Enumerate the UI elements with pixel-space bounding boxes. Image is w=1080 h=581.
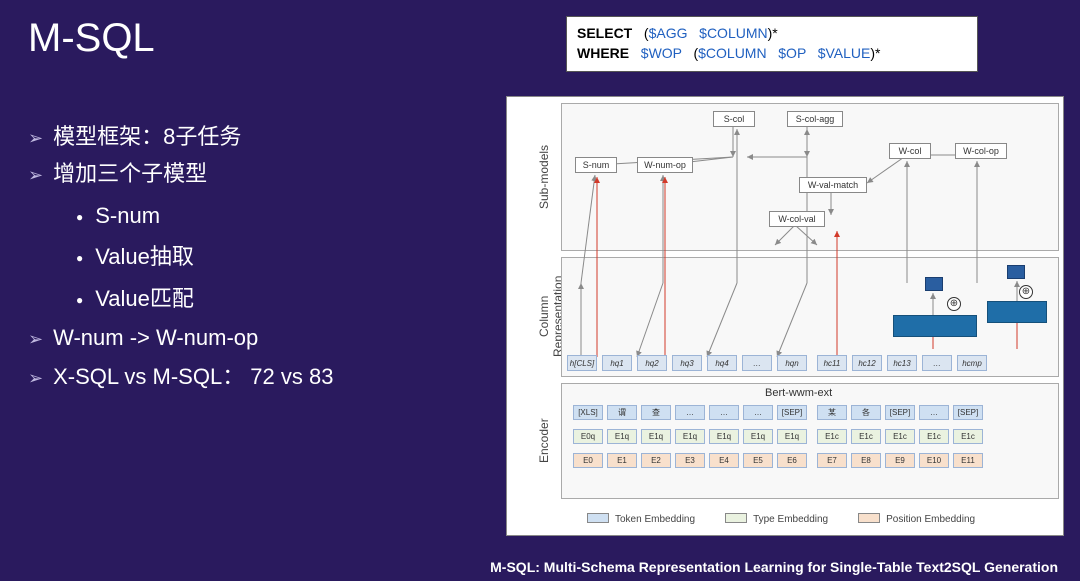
bullet-item: X-SQL vs M-SQL： 72 vs 83 (28, 358, 468, 395)
h-cell: hq1 (602, 355, 632, 371)
oplus-icon: ⊕ (1019, 285, 1033, 299)
encoder-token: E1q (607, 429, 637, 444)
submodel-node-wcol: W-col (889, 143, 931, 159)
h-cell: hq4 (707, 355, 737, 371)
encoder-token: E1q (641, 429, 671, 444)
h-cell: hqn (777, 355, 807, 371)
h-cell: … (742, 355, 772, 371)
encoder-token: [SEP] (885, 405, 915, 420)
encoder-token: E8 (851, 453, 881, 468)
grammar-row: SELECT ($AGG $COLUMN)* (577, 23, 967, 43)
encoder-token: E1c (851, 429, 881, 444)
encoder-token: E9 (885, 453, 915, 468)
encoder-token: [XLS] (573, 405, 603, 420)
r-box (925, 277, 943, 291)
column-vector-block (987, 301, 1047, 323)
encoder-token: E1c (885, 429, 915, 444)
encoder-token: 查 (641, 405, 671, 420)
h-cell: … (922, 355, 952, 371)
encoder-token: … (709, 405, 739, 420)
submodel-node-wnumop: W-num-op (637, 157, 693, 173)
bullet-item: W-num -> W-num-op (28, 319, 468, 356)
submodel-node-snum: S-num (575, 157, 617, 173)
h-cell: hc11 (817, 355, 847, 371)
encoder-token: E1c (919, 429, 949, 444)
encoder-token: E1q (675, 429, 705, 444)
h-cell: hc12 (852, 355, 882, 371)
bullet-item: Value抽取 (28, 238, 468, 275)
encoder-token: … (743, 405, 773, 420)
bert-label: Bert-wwm-ext (765, 387, 832, 399)
r-box (1007, 265, 1025, 279)
legend-item: Token Embedding (587, 513, 695, 525)
encoder-token: E1q (743, 429, 773, 444)
section-label-encoder: Encoder (537, 413, 551, 469)
h-cell: h[CLS] (567, 355, 597, 371)
submodel-node-wcolop: W-col-op (955, 143, 1007, 159)
encoder-token: [SEP] (777, 405, 807, 420)
legend-swatch (725, 513, 747, 523)
legend: Token Embedding Type Embedding Position Em… (587, 509, 1047, 529)
bullet-item: 增加三个子模型 (28, 155, 468, 192)
submodel-node-scol: S-col (713, 111, 755, 127)
legend-item: Position Embedding (858, 513, 975, 525)
encoder-token: E2 (641, 453, 671, 468)
submodel-node-wvalmatch: W-val-match (799, 177, 867, 193)
encoder-token: E3 (675, 453, 705, 468)
bullet-item: S-num (28, 197, 468, 234)
submodel-node-scolagg: S-col-agg (787, 111, 843, 127)
bullet-item: 模型框架：8子任务 (28, 118, 468, 155)
legend-item: Type Embedding (725, 513, 828, 525)
encoder-token: [SEP] (953, 405, 983, 420)
encoder-token: E1c (953, 429, 983, 444)
oplus-icon: ⊕ (947, 297, 961, 311)
bullet-list: 模型框架：8子任务增加三个子模型 S-num Value抽取 Value匹配W-num… (28, 118, 468, 396)
sql-grammar-box: SELECT ($AGG $COLUMN)*WHERE $WOP ($COLUM… (566, 16, 978, 72)
encoder-token: E4 (709, 453, 739, 468)
legend-swatch (858, 513, 880, 523)
figure-caption: M-SQL: Multi-Schema Representation Learn… (470, 559, 1070, 575)
h-cell: hcmp (957, 355, 987, 371)
encoder-token: E0q (573, 429, 603, 444)
encoder-token: 各 (851, 405, 881, 420)
encoder-token: 谓 (607, 405, 637, 420)
encoder-token: … (919, 405, 949, 420)
encoder-token: 某 (817, 405, 847, 420)
encoder-token: E5 (743, 453, 773, 468)
encoder-token: E1q (709, 429, 739, 444)
h-cell: hq2 (637, 355, 667, 371)
encoder-token: E0 (573, 453, 603, 468)
encoder-token: … (675, 405, 705, 420)
h-cell: hq3 (672, 355, 702, 371)
column-vector-block (893, 315, 977, 337)
bullet-item: Value匹配 (28, 280, 468, 317)
encoder-token: E1 (607, 453, 637, 468)
encoder-token: E11 (953, 453, 983, 468)
architecture-diagram: Sub-models Column Representation Encoder… (506, 96, 1064, 536)
encoder-token: E6 (777, 453, 807, 468)
encoder-token: E7 (817, 453, 847, 468)
section-label-submodels: Sub-models (537, 137, 551, 217)
legend-swatch (587, 513, 609, 523)
submodel-node-wcolval: W-col-val (769, 211, 825, 227)
encoder-token: E1c (817, 429, 847, 444)
h-cell: hc13 (887, 355, 917, 371)
slide-title: M-SQL (28, 16, 155, 61)
grammar-row: WHERE $WOP ($COLUMN $OP $VALUE)* (577, 43, 967, 63)
encoder-token: E1q (777, 429, 807, 444)
encoder-token: E10 (919, 453, 949, 468)
